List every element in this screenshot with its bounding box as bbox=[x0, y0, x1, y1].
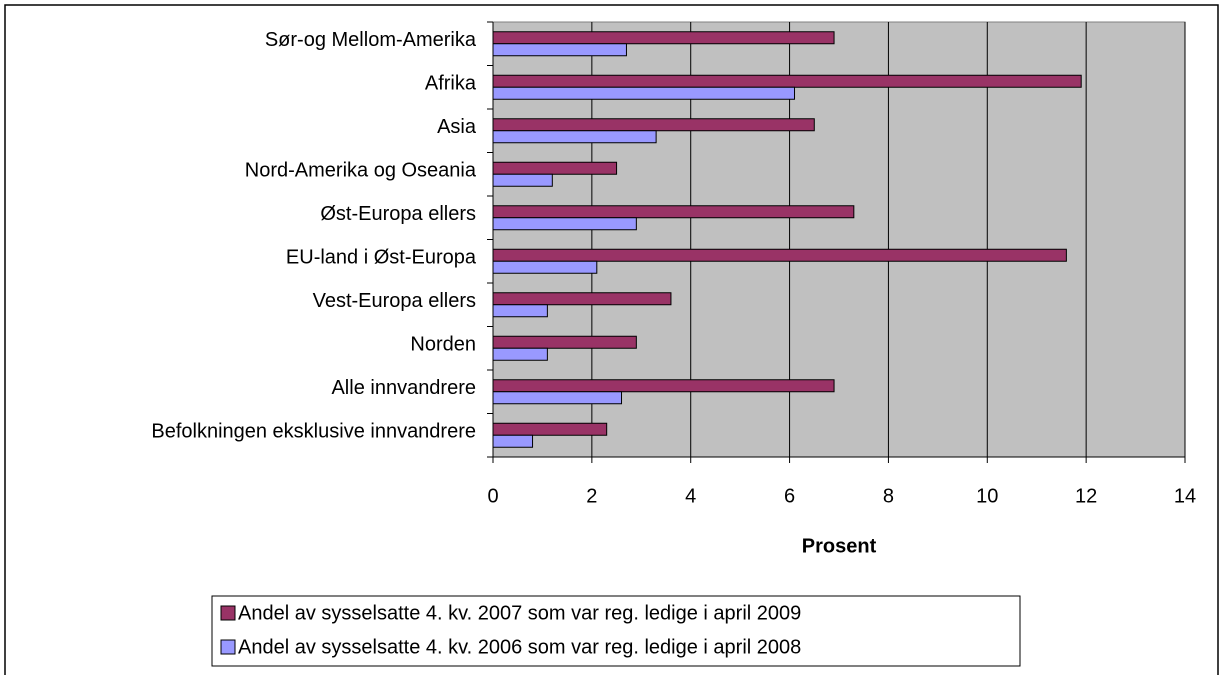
x-tick-label: 2 bbox=[586, 485, 597, 507]
y-tick-label: Befolkningen eksklusive innvandrere bbox=[151, 421, 476, 443]
bar bbox=[492, 304, 548, 318]
x-tick-label: 4 bbox=[685, 485, 696, 507]
x-tick-label: 8 bbox=[883, 485, 894, 507]
bar bbox=[492, 391, 623, 405]
x-tick-label: 10 bbox=[976, 485, 998, 507]
legend-box bbox=[211, 595, 1021, 667]
bar bbox=[492, 205, 855, 219]
bar bbox=[492, 31, 835, 45]
bar bbox=[492, 86, 796, 100]
bar bbox=[492, 130, 657, 144]
x-tick-label: 12 bbox=[1075, 485, 1097, 507]
legend-swatch bbox=[220, 639, 236, 655]
y-tick-label: Alle innvandrere bbox=[331, 377, 476, 399]
bar bbox=[492, 161, 618, 175]
legend-label: Andel av sysselsatte 4. kv. 2007 som var… bbox=[238, 602, 801, 624]
y-tick-label: Norden bbox=[410, 334, 476, 356]
bar bbox=[492, 173, 553, 187]
legend-swatch bbox=[220, 605, 236, 621]
bar bbox=[492, 434, 534, 448]
bar bbox=[492, 118, 815, 132]
x-tick-label: 14 bbox=[1174, 485, 1196, 507]
y-tick-label: Vest-Europa ellers bbox=[313, 290, 476, 312]
bar bbox=[492, 248, 1067, 262]
bar bbox=[492, 422, 608, 436]
y-tick-label: Øst-Europa ellers bbox=[320, 203, 476, 225]
y-tick-label: Afrika bbox=[425, 73, 477, 95]
y-tick-label: EU-land i Øst-Europa bbox=[286, 247, 477, 269]
y-tick-label: Asia bbox=[437, 116, 477, 138]
x-tick-label: 0 bbox=[487, 485, 498, 507]
y-tick-label: Sør-og Mellom-Amerika bbox=[265, 29, 477, 51]
x-tick-label: 6 bbox=[784, 485, 795, 507]
bar bbox=[492, 335, 637, 349]
x-axis-label: Prosent bbox=[802, 535, 877, 557]
bar bbox=[492, 347, 548, 361]
bar bbox=[492, 43, 627, 57]
bar bbox=[492, 74, 1082, 88]
y-tick-label: Nord-Amerika og Oseania bbox=[245, 160, 477, 182]
bar bbox=[492, 379, 835, 393]
bar bbox=[492, 292, 672, 306]
bar bbox=[492, 260, 598, 274]
bar bbox=[492, 217, 637, 231]
legend-label: Andel av sysselsatte 4. kv. 2006 som var… bbox=[238, 636, 801, 658]
